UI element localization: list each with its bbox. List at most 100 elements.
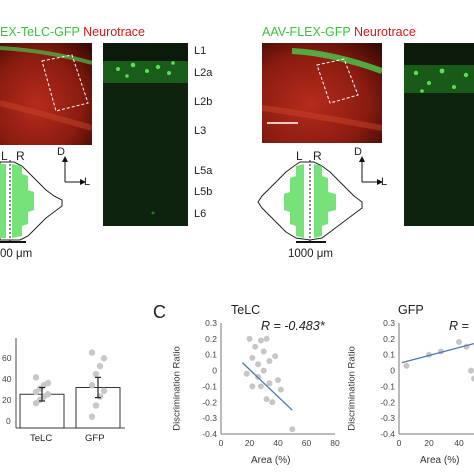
bar-point [88, 349, 96, 356]
gfp-r-value: R = [449, 319, 469, 333]
left-zoom-image [103, 43, 188, 226]
gfp-scatter-ytick: -0.3 [380, 413, 395, 423]
telc-scatter-ytick: 0.3 [205, 318, 217, 328]
telc-scatter-ytick: -0.2 [202, 397, 217, 407]
gfp-scatter-ytick: 0.1 [383, 350, 395, 360]
gfp-scatter-xtick: 0 [397, 438, 402, 448]
left-scale-bar [0, 241, 26, 243]
right-schematic [257, 160, 363, 242]
gfp-scatter-title: GFP [398, 303, 424, 317]
hemi-r-label-right: R [313, 149, 322, 163]
layer-label: L5a [194, 165, 213, 177]
gfp-scatter-ytick: 0.2 [383, 334, 395, 344]
telc-scatter-point [260, 348, 267, 355]
telc-scatter-title: TeLC [231, 303, 261, 317]
bar-point [32, 374, 40, 381]
telc-xlabel: Area (%) [251, 455, 291, 466]
layer-label: L2b [194, 96, 213, 108]
telc-scatter-point [249, 354, 256, 361]
telc-scatter-point [275, 377, 281, 384]
gfp-scatter-ytick: -0.4 [380, 429, 395, 439]
telc-scatter-point [243, 370, 250, 377]
right-axis-l: L [381, 176, 388, 188]
gfp-scatter-ytick: -0.1 [380, 381, 395, 391]
left-scale-label: 00 μm [0, 248, 33, 260]
bar-point [44, 391, 52, 398]
right-image-title: AAV-FLEX-GFP Neurotrace [262, 25, 416, 39]
gfp-scatter-point [403, 362, 410, 369]
telc-scatter-point [269, 399, 276, 406]
left-image-title: EX-TeLC-GFP Neurotrace [0, 25, 145, 39]
layer-label: L2a [194, 67, 213, 79]
right-scale-bar [296, 241, 326, 243]
gfp-scatter-ytick: 0.3 [383, 318, 395, 328]
layer-label: L1 [194, 45, 207, 57]
hemi-l-label-right: L [296, 149, 303, 163]
telc-scatter-point [252, 343, 259, 350]
bar-point [88, 382, 96, 389]
bar-ytick: 40 [2, 374, 12, 384]
layer-label: L6 [194, 208, 207, 220]
left-title-red: Neurotrace [83, 25, 145, 39]
telc-scatter-point [260, 367, 267, 374]
gfp-scatter-point [471, 375, 474, 382]
bar-point [100, 387, 108, 395]
layer-label: L5b [194, 186, 213, 198]
hemi-l-label-left: L [1, 149, 8, 163]
telc-scatter-point [266, 380, 273, 387]
gfp-scatter-xtick: 20 [424, 438, 434, 448]
telc-scatter-ytick: -0.4 [202, 429, 217, 439]
bar-point [44, 379, 52, 387]
gfp-scatter-ytick: 0 [390, 366, 395, 376]
telc-scatter-xtick: 60 [302, 438, 312, 448]
gfp-scatter-point [456, 339, 462, 346]
bar-point [96, 362, 104, 370]
hemi-r-label-left: R [16, 149, 25, 163]
bar-xtick-telc: TeLC [30, 433, 53, 444]
gfp-scatter-fit-line [401, 342, 474, 364]
telc-scatter-point [255, 361, 262, 368]
telc-scatter-xtick: 80 [330, 438, 340, 448]
bar-point [100, 355, 108, 362]
bar-chart [15, 338, 125, 429]
telc-scatter-xtick: 20 [245, 438, 255, 448]
telc-scatter-point [277, 386, 284, 393]
telc-scatter-ytick: 0.1 [205, 350, 217, 360]
telc-scatter-xtick: 0 [219, 438, 224, 448]
left-title-green: EX-TeLC-GFP [0, 25, 80, 39]
left-coronal-image [0, 43, 92, 145]
telc-scatter-ytick: -0.3 [202, 413, 217, 423]
telc-scatter-xtick: 40 [273, 438, 283, 448]
bar-point [92, 402, 100, 409]
telc-scatter-point [289, 426, 296, 433]
telc-scatter-ytick: 0 [212, 366, 217, 376]
left-axis-d: D [57, 146, 65, 158]
bar-xtick-gfp: GFP [85, 433, 105, 444]
layer-label: L3 [194, 125, 207, 137]
right-scale-label: 1000 μm [288, 248, 333, 260]
right-zoom-image [404, 43, 474, 226]
left-schematic [0, 160, 63, 242]
bar [19, 393, 65, 429]
telc-scatter-ytick: -0.1 [202, 381, 217, 391]
right-title-green: AAV-FLEX-GFP [262, 25, 351, 39]
telc-scatter-point [263, 335, 270, 342]
gfp-xlabel: Area (%) [420, 455, 460, 466]
left-axis-l: L [84, 176, 91, 188]
right-coronal-image [262, 43, 382, 143]
gfp-scatter-point [468, 367, 474, 374]
telc-scatter-point [257, 337, 264, 344]
bar-ytick: 0 [6, 416, 11, 426]
telc-r-value: R = -0.483* [261, 319, 325, 333]
telc-scatter-fit-line [241, 362, 293, 411]
telc-scatter-point [246, 335, 253, 342]
bar-ytick: 20 [2, 395, 12, 405]
telc-scatter-point [257, 383, 264, 390]
bar-point [88, 413, 96, 420]
gfp-scatter-ytick: -0.2 [380, 397, 395, 407]
telc-scatter-ytick: 0.2 [205, 334, 217, 344]
telc-scatter-point [272, 353, 279, 360]
gfp-scatter-xtick: 40 [454, 438, 464, 448]
telc-scatter-point [249, 383, 256, 390]
